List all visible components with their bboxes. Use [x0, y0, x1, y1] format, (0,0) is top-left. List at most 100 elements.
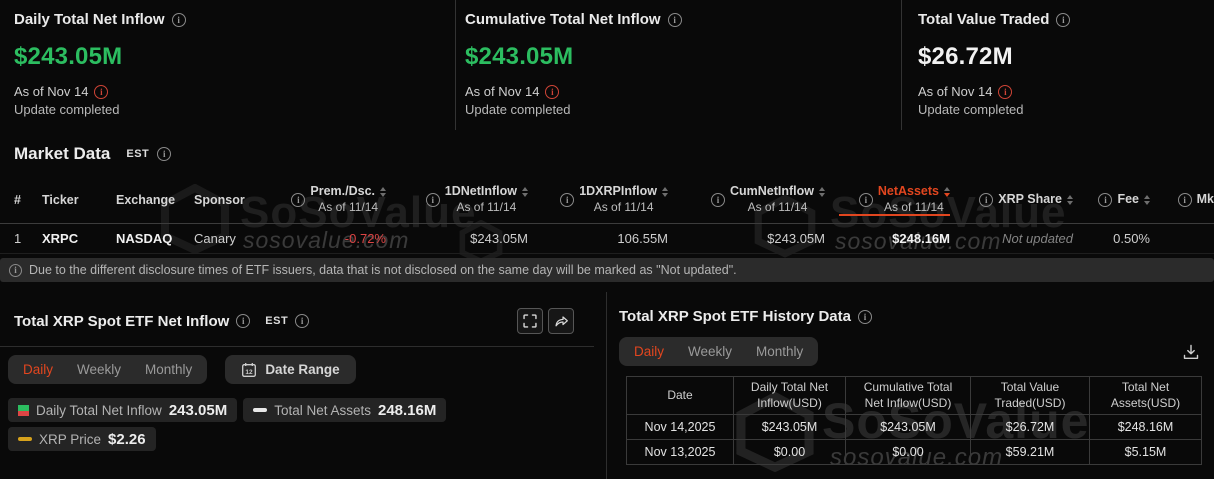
legend-total-net-assets[interactable]: Total Net Assets 248.16M	[243, 398, 447, 422]
assets-cell: $5.15M	[1089, 439, 1202, 465]
column-header-exchange: Exchange	[116, 192, 176, 207]
column-header-1d-net-inflow[interactable]: 1DNetInflow As of 11/14	[386, 184, 528, 215]
traded-cell: $26.72M	[970, 414, 1090, 440]
card-value: $243.05M	[14, 43, 123, 70]
info-icon[interactable]	[858, 192, 873, 207]
update-status: Update completed	[14, 102, 120, 117]
download-icon[interactable]	[1182, 343, 1200, 361]
info-icon[interactable]	[1098, 192, 1113, 207]
alert-info-icon[interactable]	[545, 84, 560, 99]
ticker-cell[interactable]: XRPC	[42, 231, 79, 246]
info-icon[interactable]	[1177, 192, 1192, 207]
card-daily-total-net-inflow: Daily Total Net Inflow $243.05M As of No…	[0, 0, 455, 130]
tab-daily[interactable]: Daily	[23, 362, 54, 377]
market-table-row: 1 XRPC NASDAQ Canary -0.72% $243.05M 106…	[0, 224, 1214, 254]
column-header-1d-xrp-inflow[interactable]: 1DXRPInflow As of 11/14	[528, 184, 668, 215]
line-series-icon	[18, 437, 32, 441]
alert-info-icon[interactable]	[998, 84, 1013, 99]
info-icon[interactable]	[710, 192, 725, 207]
column-header-net-assets[interactable]: NetAssets As of 11/14	[825, 184, 950, 216]
info-icon[interactable]	[560, 192, 575, 207]
daily-cell: $243.05M	[733, 414, 846, 440]
info-icon[interactable]	[425, 192, 440, 207]
share-icon	[554, 315, 568, 326]
column-header-fee[interactable]: Fee	[1073, 192, 1150, 208]
column-header-index: #	[14, 192, 21, 207]
info-icon[interactable]	[857, 309, 872, 324]
svg-text:12: 12	[246, 369, 254, 376]
market-data-table: # Ticker Exchange Sponsor Prem./Dsc. As …	[0, 176, 1214, 254]
1d-xrp-inflow-cell: 106.55M	[617, 231, 668, 246]
legend-daily-net-inflow[interactable]: Daily Total Net Inflow 243.05M	[8, 398, 238, 422]
sort-icon[interactable]	[662, 187, 668, 197]
info-icon[interactable]	[291, 192, 306, 207]
history-table-header: Date Daily Total Net Inflow(USD) Cumulat…	[626, 376, 1202, 415]
calendar-icon: 12	[242, 362, 257, 377]
sort-icon[interactable]	[522, 187, 528, 197]
1d-net-inflow-cell: $243.05M	[470, 231, 528, 246]
daily-cell: $0.00	[733, 439, 846, 465]
column-header-cum-net-inflow[interactable]: CumNetInflow As of 11/14	[668, 184, 825, 215]
sort-icon[interactable]	[1144, 194, 1150, 205]
date-range-button[interactable]: 12 Date Range	[225, 355, 356, 384]
info-icon[interactable]	[171, 12, 186, 27]
tab-weekly[interactable]: Weekly	[77, 362, 122, 377]
chart-legend: Daily Total Net Inflow 243.05M Total Net…	[8, 398, 488, 451]
column-header-xrp-share[interactable]: XRP Share	[950, 192, 1073, 208]
history-table: Date Daily Total Net Inflow(USD) Cumulat…	[626, 376, 1202, 465]
info-icon[interactable]	[236, 314, 251, 328]
date-cell: Nov 14,2025	[626, 414, 734, 440]
col-daily: Daily Total Net Inflow(USD)	[733, 376, 846, 415]
update-status: Update completed	[465, 102, 571, 117]
card-title: Total Value Traded	[918, 11, 1050, 28]
share-button[interactable]	[548, 308, 574, 334]
date-cell: Nov 13,2025	[626, 439, 734, 465]
assets-cell: $248.16M	[1089, 414, 1202, 440]
sort-icon[interactable]	[944, 187, 950, 197]
stats-cards-row: Daily Total Net Inflow $243.05M As of No…	[0, 0, 1214, 130]
col-assets: Total Net Assets(USD)	[1089, 376, 1202, 415]
info-icon	[9, 263, 22, 277]
cumulative-cell: $243.05M	[845, 414, 971, 440]
as-of-label: As of Nov 14	[918, 84, 993, 99]
card-cumulative-total-net-inflow: Cumulative Total Net Inflow $243.05M As …	[455, 0, 901, 130]
fullscreen-button[interactable]	[517, 308, 543, 334]
sponsor-cell: Canary	[194, 231, 236, 246]
info-icon[interactable]	[979, 192, 994, 207]
info-icon[interactable]	[667, 12, 682, 27]
fullscreen-icon	[523, 314, 537, 328]
info-icon[interactable]	[295, 314, 310, 328]
card-value: $26.72M	[918, 43, 1013, 70]
timezone-label: EST	[126, 148, 150, 160]
column-header-prem-dsc[interactable]: Prem./Dsc. As of 11/14	[254, 184, 386, 215]
cum-net-inflow-cell: $243.05M	[767, 231, 825, 246]
column-header-ticker: Ticker	[42, 192, 79, 207]
disclosure-notice-bar: Due to the different disclosure times of…	[0, 258, 1214, 282]
legend-xrp-price[interactable]: XRP Price $2.26	[8, 427, 156, 451]
tab-monthly[interactable]: Monthly	[145, 362, 193, 377]
card-title: Daily Total Net Inflow	[14, 11, 165, 28]
card-total-value-traded: Total Value Traded $26.72M As of Nov 14 …	[901, 0, 1214, 130]
chart-interval-tabs: Daily Weekly Monthly	[8, 355, 208, 384]
column-header-mktcap[interactable]: Mk	[1150, 192, 1214, 208]
column-header-sponsor: Sponsor	[194, 192, 245, 207]
card-value: $243.05M	[465, 43, 574, 70]
sort-icon[interactable]	[380, 187, 386, 197]
history-row: Nov 14,2025 $243.05M $243.05M $26.72M $2…	[626, 414, 1202, 440]
fee-cell: 0.50%	[1113, 231, 1150, 246]
sort-icon[interactable]	[819, 187, 825, 197]
sort-icon[interactable]	[1067, 194, 1073, 205]
tab-daily[interactable]: Daily	[634, 344, 665, 359]
history-panel-title: Total XRP Spot ETF History Data	[619, 308, 851, 325]
tab-monthly[interactable]: Monthly	[756, 344, 804, 359]
line-series-icon	[253, 408, 268, 412]
card-title: Cumulative Total Net Inflow	[465, 11, 661, 28]
info-icon[interactable]	[1056, 12, 1071, 27]
info-icon[interactable]	[157, 147, 172, 161]
traded-cell: $59.21M	[970, 439, 1090, 465]
timezone-label: EST	[265, 315, 289, 327]
tab-weekly[interactable]: Weekly	[688, 344, 733, 359]
alert-info-icon[interactable]	[94, 84, 109, 99]
bar-series-icon	[18, 404, 29, 416]
